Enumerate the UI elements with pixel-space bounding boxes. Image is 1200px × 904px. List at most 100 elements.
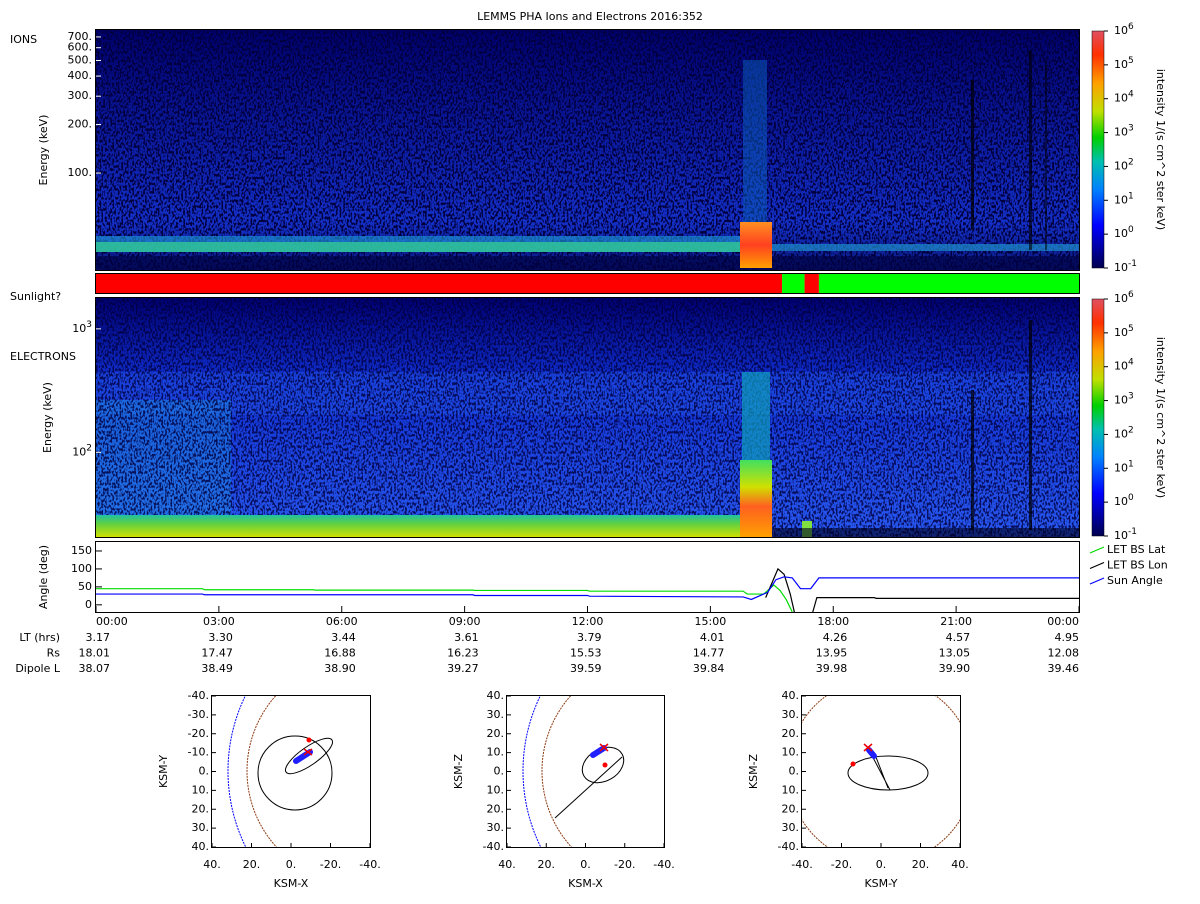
y-axis-title: KSM-Z	[747, 753, 760, 789]
y-tick-label: 20.	[782, 727, 800, 740]
y-axis-title: KSM-Y	[157, 755, 170, 788]
colorbar-tick-label: 100	[1114, 493, 1134, 509]
colorbar-title: intensity 1/(s cm^2 ster keV)	[1154, 69, 1167, 230]
y-tick-label: 103	[72, 319, 92, 335]
row-value: 38.90	[324, 662, 356, 675]
y-tick-label: 10.	[192, 783, 210, 796]
y-tick-label: 30.	[487, 821, 505, 834]
row-value: 4.57	[946, 631, 971, 644]
colorbar	[1091, 298, 1105, 537]
row-value: 3.30	[208, 631, 233, 644]
row-value: 39.59	[570, 662, 602, 675]
row-value: 39.84	[693, 662, 725, 675]
legend-swatch	[1089, 577, 1105, 585]
row-value: 39.46	[1048, 662, 1080, 675]
y-tick-label: 500.	[68, 53, 93, 66]
sunlight-frame	[95, 273, 1080, 294]
y-tick-label: 300.	[68, 89, 93, 102]
y-tick-label: 600.	[68, 41, 93, 54]
y-tick-label: 30.	[782, 708, 800, 721]
x-tick-label: 18:00	[817, 615, 849, 628]
row-value: 17.47	[201, 647, 233, 660]
colorbar-tick-label: 100	[1114, 225, 1134, 241]
x-axis-title: KSM-X	[568, 877, 603, 890]
y-tick-label: 40.	[192, 840, 210, 853]
colorbar-tick-label: 101	[1114, 191, 1134, 207]
row-value: 3.17	[86, 631, 111, 644]
y-axis-title: Energy (keV)	[41, 382, 54, 453]
y-tick-label: 20.	[487, 727, 505, 740]
colorbar-title: intensity 1/(s cm^2 ster keV)	[1154, 337, 1167, 498]
colorbar-tick-label: 106	[1114, 290, 1134, 306]
x-tick-label: 0.	[286, 858, 297, 871]
y-tick-label: 10.	[487, 783, 505, 796]
x-tick-label: 20.	[912, 858, 930, 871]
sunlight-segment	[818, 274, 1079, 293]
row-value: 16.23	[447, 647, 479, 660]
y-tick-label: 20.	[487, 802, 505, 815]
y-tick-label: -10.	[188, 746, 209, 759]
series-line	[96, 584, 793, 612]
row-label: Dipole L	[15, 662, 61, 675]
y-tick-label: -40.	[483, 840, 504, 853]
x-axis-title: KSM-Y	[864, 877, 897, 890]
angle-frame	[95, 541, 1080, 613]
colorbar-tick-label: 102	[1114, 425, 1134, 441]
row-value: 3.79	[577, 631, 602, 644]
electron-spectrogram-image	[96, 298, 1079, 537]
panel-label: Sunlight?	[10, 290, 61, 303]
legend-swatch	[1089, 561, 1105, 570]
row-value: 15.53	[570, 647, 602, 660]
colorbar-tick-label: 105	[1114, 323, 1134, 339]
x-tick-label: 03:00	[203, 615, 235, 628]
row-value: 38.49	[201, 662, 233, 675]
y-tick-label: 0.	[494, 765, 505, 778]
y-axis-title: Angle (deg)	[37, 545, 50, 609]
y-tick-label: 10.	[487, 746, 505, 759]
y-tick-label: -40.	[188, 689, 209, 702]
x-axis-title: KSM-X	[274, 877, 309, 890]
row-value: 13.95	[816, 647, 848, 660]
x-tick-label: 15:00	[695, 615, 727, 628]
x-tick-label: -20.	[320, 858, 341, 871]
y-tick-label: 20.	[782, 802, 800, 815]
colorbar-tick-label: 103	[1114, 391, 1134, 407]
x-tick-label: 0.	[580, 858, 591, 871]
colorbar-tick-label: 10-1	[1114, 259, 1137, 275]
x-tick-label: -40.	[653, 858, 674, 871]
row-value: 13.05	[939, 647, 971, 660]
row-value: 16.88	[324, 647, 356, 660]
y-axis-title: Energy (keV)	[37, 115, 50, 186]
colorbar-tick-label: 10-1	[1114, 527, 1137, 543]
x-tick-label: -40.	[359, 858, 380, 871]
row-value: 38.07	[79, 662, 111, 675]
colorbar-tick-label: 101	[1114, 459, 1134, 475]
legend-label: LET BS Lat	[1107, 543, 1166, 556]
y-tick-label: 0.	[199, 765, 210, 778]
row-value: 4.26	[823, 631, 848, 644]
y-tick-label: 30.	[192, 821, 210, 834]
row-value: 39.27	[447, 662, 479, 675]
panel-label: ELECTRONS	[10, 350, 76, 363]
legend-swatch	[1089, 546, 1105, 554]
y-tick-label: -40.	[778, 840, 799, 853]
y-tick-label: 50	[78, 580, 92, 593]
x-tick-label: 40.	[203, 858, 221, 871]
y-tick-label: 10.	[782, 746, 800, 759]
row-value: 39.98	[816, 662, 848, 675]
line-series	[96, 567, 1079, 612]
x-tick-label: 09:00	[449, 615, 481, 628]
sunlight-segment	[782, 274, 805, 293]
x-tick-label: -20.	[614, 858, 635, 871]
sunlight-segment	[804, 274, 819, 293]
x-tick-label: 20.	[243, 858, 261, 871]
row-value: 14.77	[693, 647, 725, 660]
x-tick-label: 20.	[538, 858, 556, 871]
x-tick-label: 21:00	[940, 615, 972, 628]
colorbar	[1091, 30, 1105, 269]
series-line	[765, 567, 1079, 612]
y-tick-label: 40.	[487, 689, 505, 702]
chart-title: LEMMS PHA Ions and Electrons 2016:352	[477, 10, 703, 23]
ion-spectrogram-image	[96, 30, 1079, 270]
